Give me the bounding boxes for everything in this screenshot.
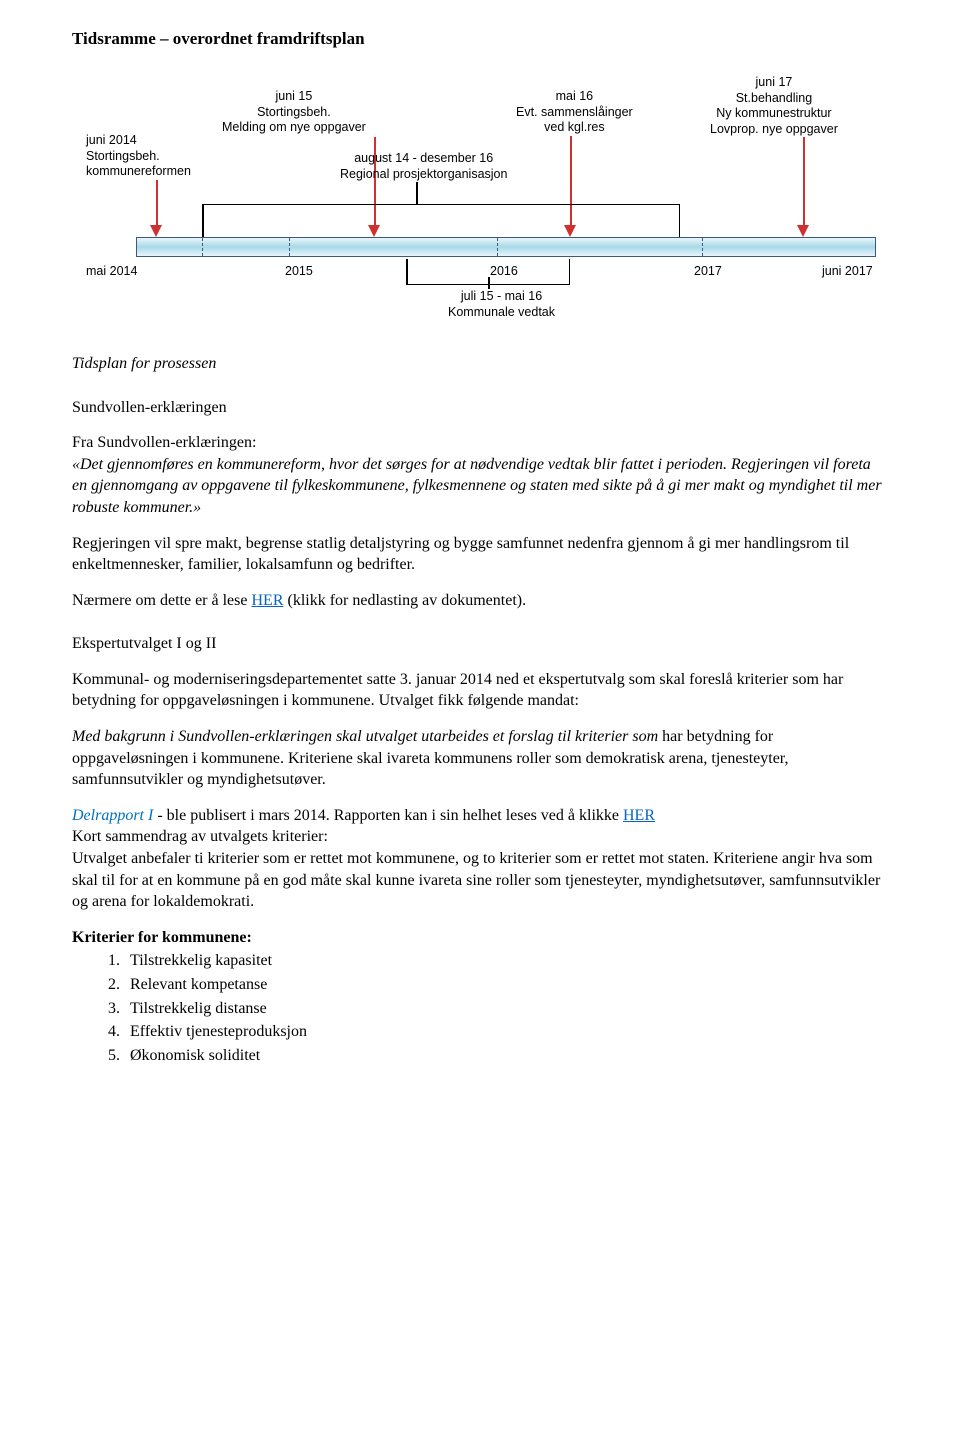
event-text: St.behandling (710, 91, 838, 107)
section-2-para1: Kommunal- og moderniseringsdepartementet… (72, 669, 888, 712)
event-text: juni 15 (222, 89, 366, 105)
after-1: Kort sammendrag av utvalgets kriterier: (72, 826, 888, 848)
text-run: - ble publisert i mars 2014. Rapporten k… (153, 807, 623, 824)
timeline-bar (136, 237, 876, 257)
section-1-para3: Nærmere om dette er å lese HER (klikk fo… (72, 590, 888, 612)
event-text: Ny kommunestruktur (710, 106, 838, 122)
dash (497, 238, 498, 256)
section-1-heading: Sundvollen-erklæringen (72, 397, 888, 419)
event-text: Melding om nye oppgaver (222, 120, 366, 136)
text-run: Med bakgrunn i Sundvollen-erklæringen sk… (72, 728, 658, 745)
text-run: (klikk for nedlasting av dokumentet). (283, 592, 526, 609)
event-3-arrow (564, 225, 576, 237)
event-text: Evt. sammenslåinger (516, 105, 633, 121)
year-2017: 2017 (694, 263, 722, 280)
range-1-label: august 14 - desember 16 Regional prosjek… (340, 151, 507, 182)
section-1-para2: Regjeringen vil spre makt, begrense stat… (72, 533, 888, 576)
event-text: Kommunale vedtak (448, 305, 555, 321)
range-1-bracket (202, 204, 680, 212)
dash (702, 238, 703, 256)
event-2-label: juni 15 Stortingsbeh. Melding om nye opp… (222, 89, 366, 136)
event-3-label: mai 16 Evt. sammenslåinger ved kgl.res (516, 89, 633, 136)
after-2: Utvalget anbefaler ti kriterier som er r… (72, 848, 888, 913)
year-2015: 2015 (285, 263, 313, 280)
event-4-line (803, 137, 805, 225)
event-text: juni 2014 (86, 133, 191, 149)
event-text: juni 17 (710, 75, 838, 91)
event-4-arrow (797, 225, 809, 237)
criteria-heading: Kriterier for kommunene: (72, 927, 888, 949)
dash (289, 238, 290, 256)
link-her-1[interactable]: HER (251, 592, 283, 609)
list-item: Tilstrekkelig kapasitet (124, 950, 888, 972)
range-2-stem (488, 277, 490, 289)
list-item: Effektiv tjenesteproduksjon (124, 1021, 888, 1043)
page-title: Tidsramme – overordnet framdriftsplan (72, 28, 888, 51)
range-1-stem (416, 182, 418, 204)
delrapport-label: Delrapport I (72, 807, 153, 824)
event-text: mai 16 (516, 89, 633, 105)
event-text: ved kgl.res (516, 120, 633, 136)
section-1-quote: «Det gjennomføres en kommunereform, hvor… (72, 454, 888, 519)
axis-end: juni 2017 (822, 263, 873, 280)
timeline-diagram: juni 2014 Stortingsbeh. kommunereformen … (72, 73, 882, 333)
delrapport-line: Delrapport I - ble publisert i mars 2014… (72, 805, 888, 827)
text-run: Nærmere om dette er å lese (72, 592, 251, 609)
list-item: Tilstrekkelig distanse (124, 998, 888, 1020)
list-item: Økonomisk soliditet (124, 1045, 888, 1067)
event-text: Regional prosjektorganisasjon (340, 167, 507, 183)
section-1-intro: Fra Sundvollen-erklæringen: (72, 432, 888, 454)
event-1-line (156, 180, 158, 225)
diagram-caption: Tidsplan for prosessen (72, 353, 888, 375)
event-1-label: juni 2014 Stortingsbeh. kommunereformen (86, 133, 191, 180)
event-text: juli 15 - mai 16 (448, 289, 555, 305)
section-2-mandate: Med bakgrunn i Sundvollen-erklæringen sk… (72, 726, 888, 791)
range-2-label: juli 15 - mai 16 Kommunale vedtak (448, 289, 555, 320)
criteria-list: Tilstrekkelig kapasitet Relevant kompeta… (124, 950, 888, 1066)
link-her-2[interactable]: HER (623, 807, 655, 824)
section-2-heading: Ekspertutvalget I og II (72, 633, 888, 655)
event-text: Lovprop. nye oppgaver (710, 122, 838, 138)
dash (202, 238, 203, 256)
event-4-label: juni 17 St.behandling Ny kommunestruktur… (710, 75, 838, 138)
list-item: Relevant kompetanse (124, 974, 888, 996)
event-1-arrow (150, 225, 162, 237)
event-text: kommunereformen (86, 164, 191, 180)
event-text: Stortingsbeh. (222, 105, 366, 121)
event-text: august 14 - desember 16 (340, 151, 507, 167)
event-2-arrow (368, 225, 380, 237)
event-text: Stortingsbeh. (86, 149, 191, 165)
axis-start: mai 2014 (86, 263, 137, 280)
